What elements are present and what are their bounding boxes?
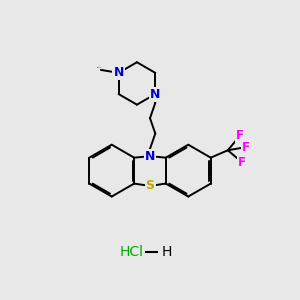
Text: S: S: [146, 179, 154, 192]
Text: F: F: [242, 140, 250, 154]
Text: N: N: [145, 150, 155, 163]
Text: H: H: [162, 244, 172, 259]
Text: F: F: [238, 156, 246, 169]
Text: HCl: HCl: [120, 244, 144, 259]
Text: N: N: [150, 88, 160, 100]
Text: F: F: [236, 129, 244, 142]
Text: methyl: methyl: [97, 67, 102, 68]
Text: N: N: [113, 66, 124, 80]
